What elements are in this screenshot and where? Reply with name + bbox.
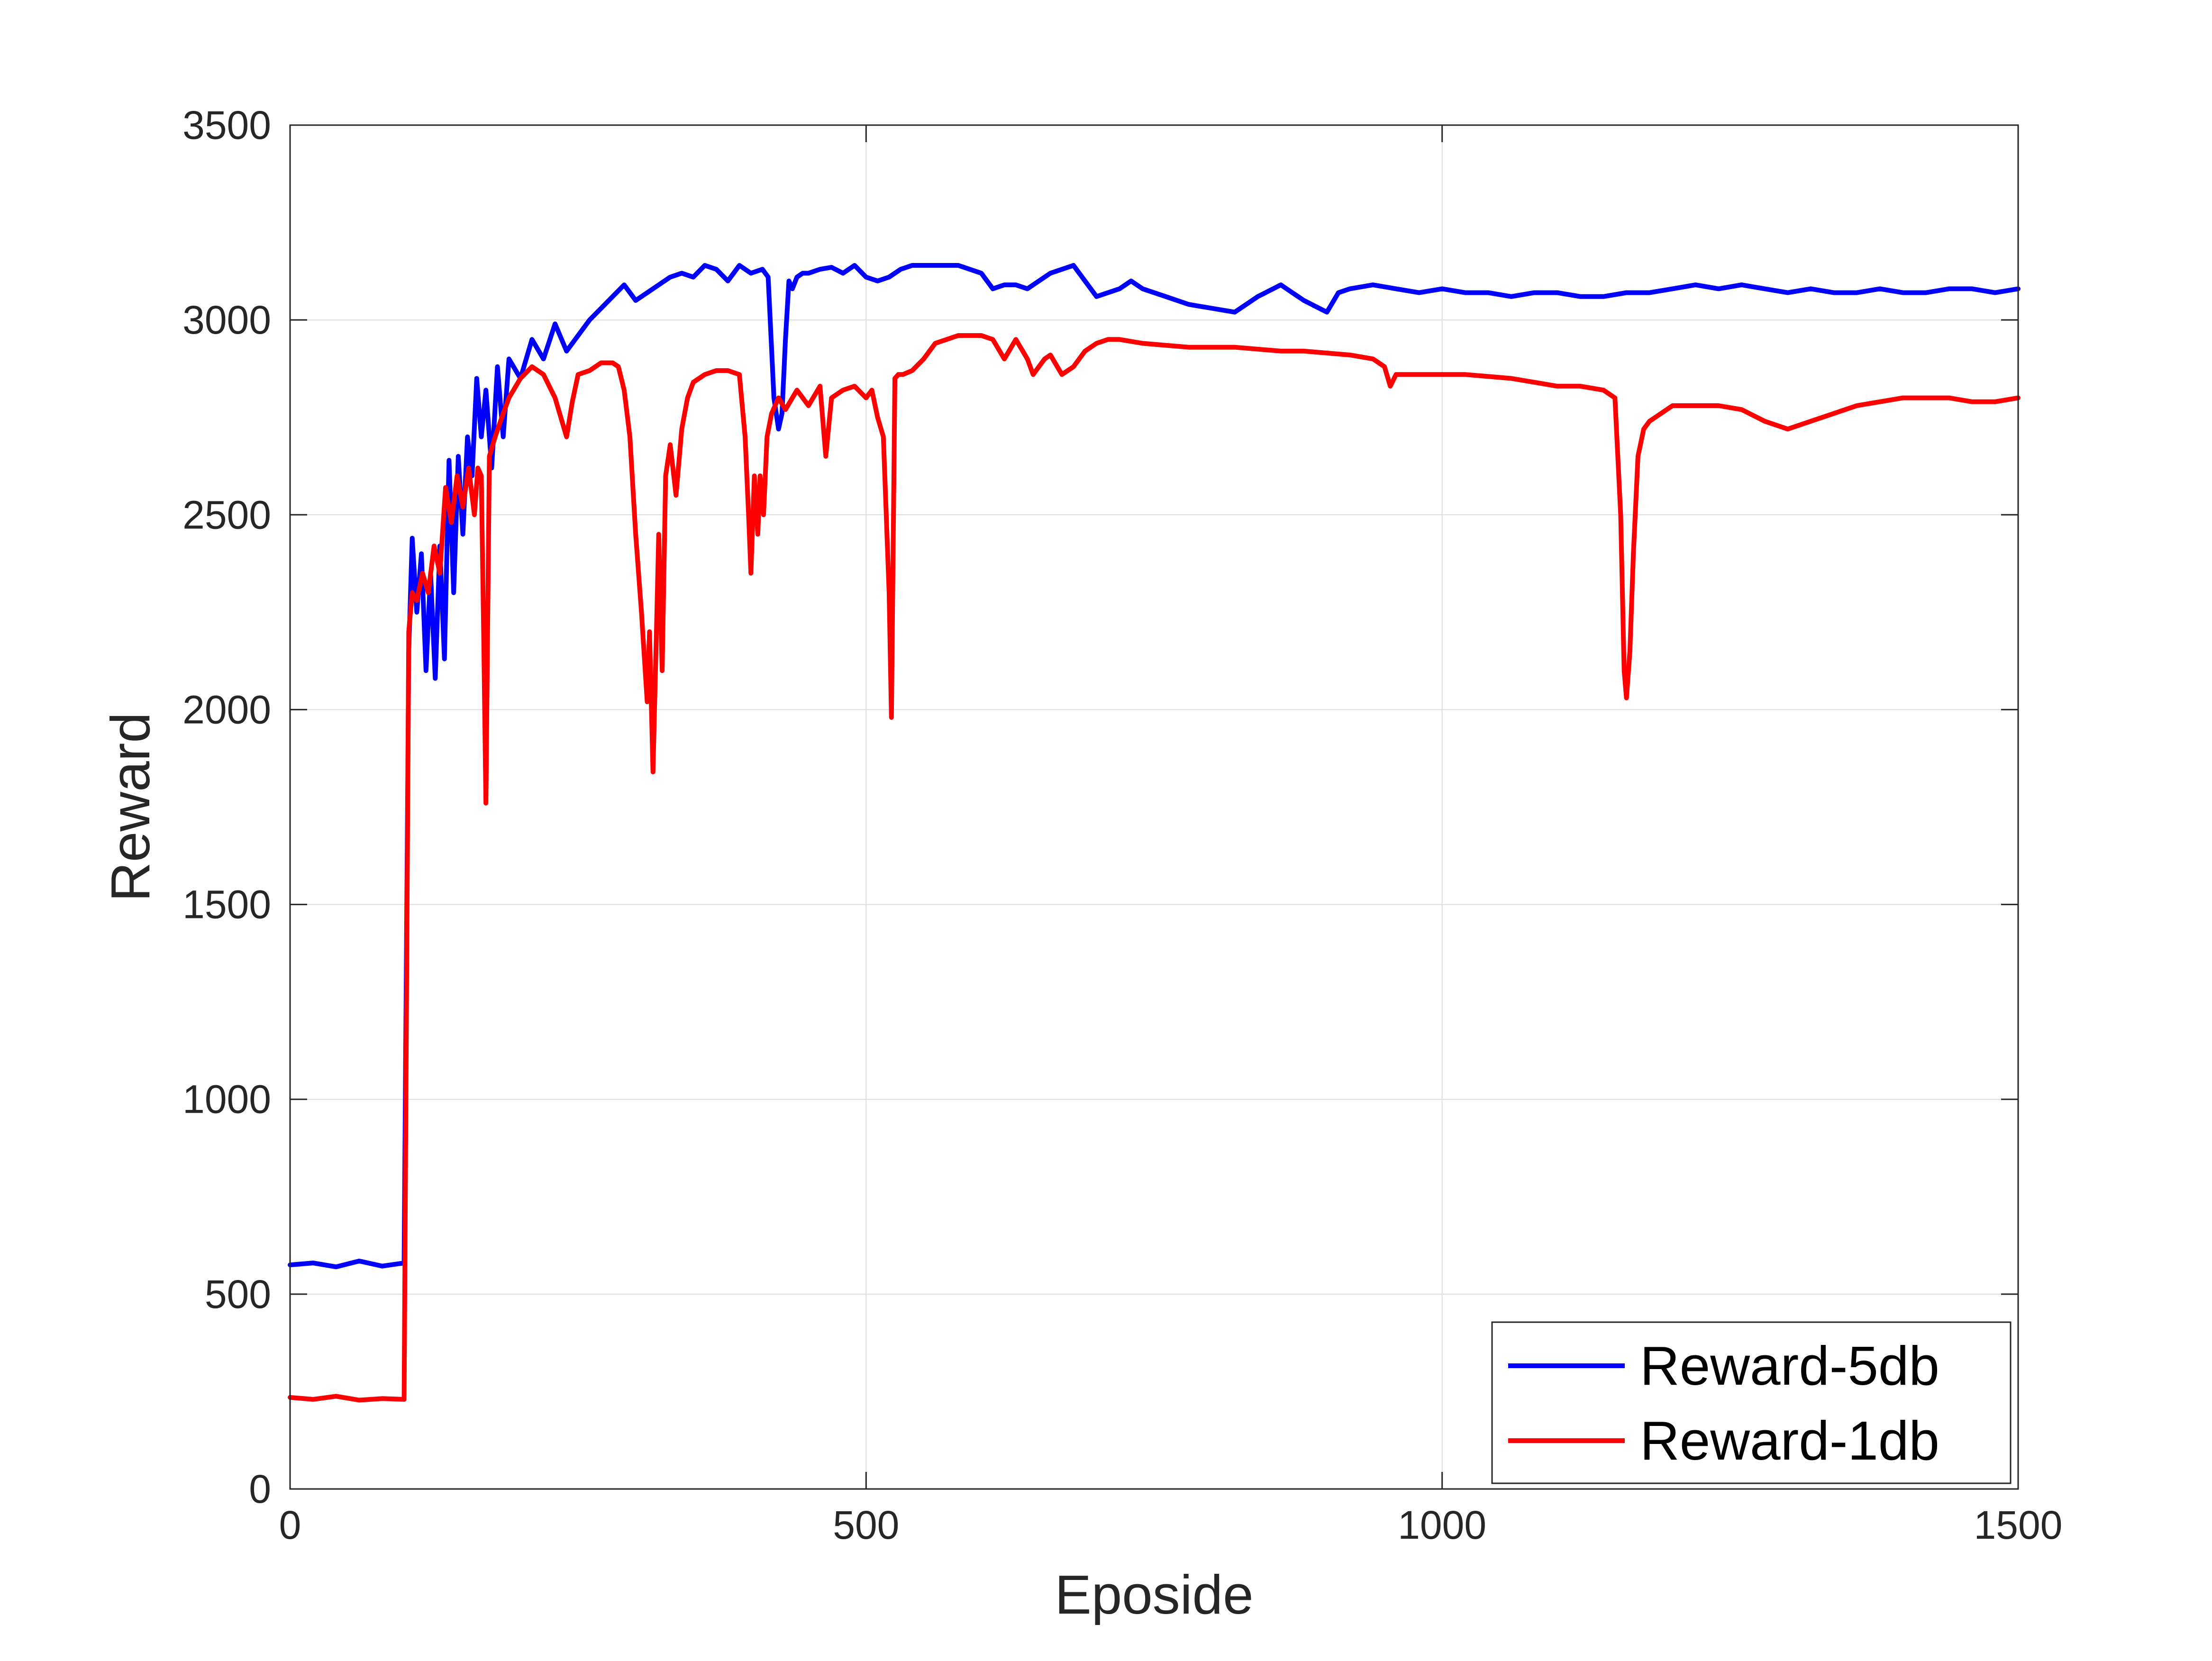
x-axis-label: Eposide	[1055, 1564, 1253, 1625]
x-tick-label: 1000	[1398, 1503, 1486, 1547]
legend-label-reward-1db: Reward-1db	[1640, 1410, 1939, 1471]
y-tick-label: 1000	[182, 1077, 271, 1122]
series-line-reward-5db	[288, 263, 2021, 1270]
x-tick-label: 0	[279, 1503, 301, 1547]
axes-background	[290, 125, 2018, 1489]
y-tick-label: 3500	[182, 103, 271, 147]
plot-area	[288, 124, 2021, 1490]
legend-label-reward-5db: Reward-5db	[1640, 1335, 1939, 1397]
grid-lines	[290, 125, 2019, 1489]
y-tick-labels: 0 500 1000 1500 2000 2500 3000 3500	[182, 103, 271, 1511]
y-tick-label: 2500	[182, 492, 271, 537]
y-tick-label: 1500	[182, 882, 271, 927]
legend-box	[1491, 1321, 2012, 1484]
series-line-reward-1db	[288, 333, 2021, 1403]
axes-frame	[289, 124, 2019, 1490]
x-tick-label: 500	[833, 1503, 899, 1547]
x-tick-label: 1500	[1974, 1503, 2063, 1547]
y-axis-label: Reward	[100, 712, 161, 902]
y-tick-label: 3000	[182, 298, 271, 342]
y-tick-label: 500	[205, 1272, 271, 1316]
legend: Reward-5db Reward-1db	[1491, 1321, 2012, 1484]
series-layer	[288, 263, 2021, 1403]
y-tick-label: 2000	[182, 687, 271, 732]
x-tick-labels: 0 500 1000 1500	[279, 1503, 2063, 1547]
tick-marks	[289, 124, 2019, 1490]
y-tick-label: 0	[249, 1467, 271, 1511]
